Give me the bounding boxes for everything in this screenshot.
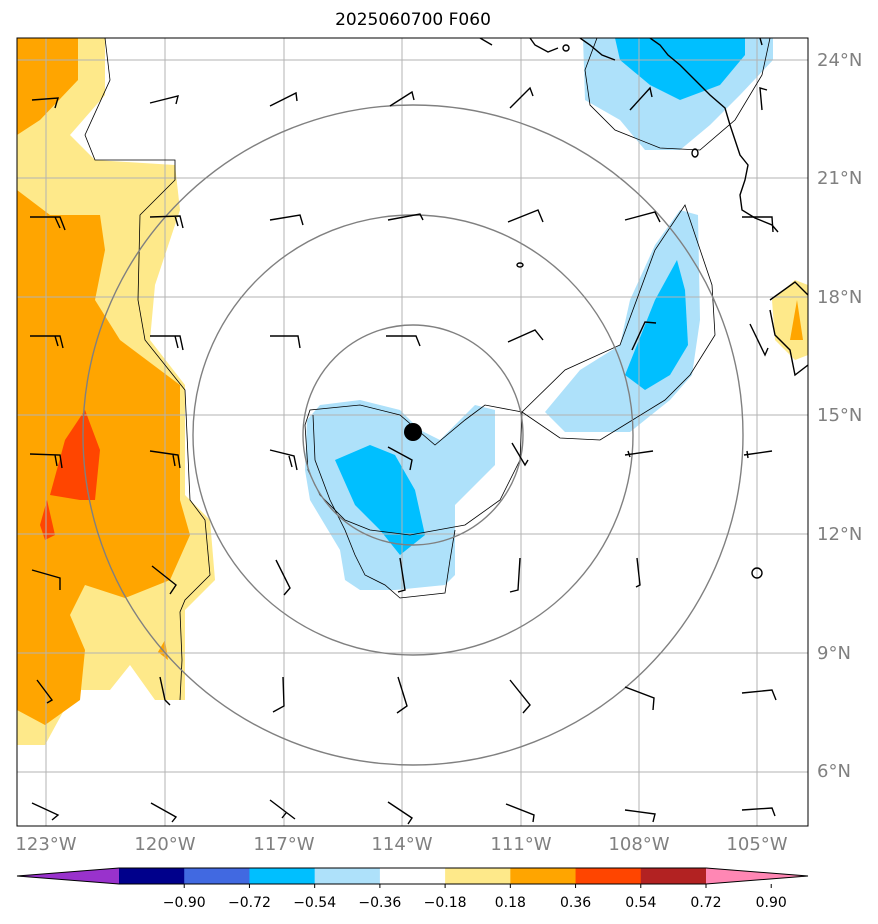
map-frame [16, 37, 809, 827]
colorbar-segment [119, 868, 185, 884]
colorbar-segment [575, 868, 642, 884]
colorbar-segment [249, 868, 316, 884]
coastline [479, 38, 808, 579]
colorbar-tick-label: −0.72 [228, 895, 271, 911]
colorbar-tick-label: 0.54 [625, 895, 656, 911]
range-ring-outer [82, 104, 744, 766]
lat-label: 21°N [817, 168, 862, 189]
wind-barbs [29, 86, 777, 825]
colorbar-segment [445, 868, 511, 884]
graticule [17, 38, 808, 826]
lat-label: 24°N [817, 50, 862, 71]
lon-label: 111°W [490, 834, 551, 855]
colorbar-tick-label: 0.72 [690, 895, 721, 911]
lat-label: 12°N [817, 524, 862, 545]
negative-anomaly-shading [305, 38, 773, 590]
colorbar-extend-high [706, 868, 808, 884]
colorbar-extend-low [17, 868, 119, 884]
colorbar-tick-label: −0.36 [358, 895, 401, 911]
colorbar-segment [510, 868, 577, 884]
lat-label: 15°N [817, 405, 862, 426]
lat-label: 9°N [817, 643, 851, 664]
colorbar-segment [379, 868, 446, 884]
lon-label: 108°W [608, 834, 669, 855]
colorbar-segment [184, 868, 250, 884]
longitude-labels: 123°W 120°W 117°W 114°W 111°W 108°W 105°… [15, 834, 787, 855]
contour-lines [84, 38, 771, 701]
map-area [17, 38, 808, 826]
range-ring-inner [302, 324, 524, 546]
colorbar-segment [314, 868, 381, 884]
lon-label: 123°W [15, 834, 76, 855]
colorbar: −0.90 −0.72 −0.54 −0.36 −0.18 0.18 0.36 0.54 0.7… [16, 867, 809, 911]
storm-center-marker [404, 423, 422, 441]
map-title: 2025060700 F060 [335, 10, 491, 30]
lon-label: 117°W [253, 834, 314, 855]
colorbar-tick-label: −0.90 [163, 895, 206, 911]
lat-label: 18°N [817, 287, 862, 308]
colorbar-segment [640, 868, 707, 884]
latitude-labels: 24°N 21°N 18°N 15°N 12°N 9°N 6°N [817, 50, 862, 782]
lat-label: 6°N [817, 761, 851, 782]
colorbar-tick-label: −0.54 [293, 895, 336, 911]
lon-label: 114°W [371, 834, 432, 855]
colorbar-outline [16, 867, 809, 885]
lon-label: 120°W [134, 834, 195, 855]
colorbar-tick-label: 0.36 [560, 895, 591, 911]
colorbar-tick-label: −0.18 [424, 895, 467, 911]
lon-label: 105°W [726, 834, 787, 855]
colorbar-tick-label: 0.90 [756, 895, 787, 911]
colorbar-tick-label: 0.18 [495, 895, 526, 911]
